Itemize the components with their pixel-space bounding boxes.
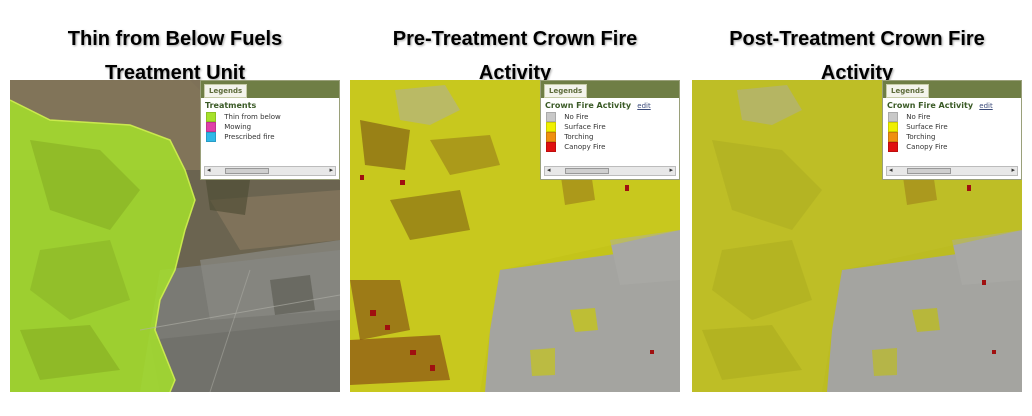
swatch-no-fire — [888, 112, 898, 122]
scroll-right-arrow-icon[interactable]: ▸ — [1011, 166, 1015, 174]
map-legend: Legends Treatments Thin from below Mowin… — [200, 80, 340, 180]
legend-title: Crown Fire Activity — [887, 101, 974, 110]
scroll-left-arrow-icon[interactable]: ◂ — [547, 166, 551, 174]
scroll-right-arrow-icon[interactable]: ▸ — [329, 166, 333, 174]
legend-item-torching: Torching — [541, 132, 679, 142]
legend-title-row: Treatments — [201, 98, 339, 112]
legends-tab[interactable]: Legends — [544, 84, 588, 98]
panel-pre-treatment: Pre-Treatment Crown Fire Activity — [350, 0, 680, 416]
legend-header: Legends — [541, 81, 679, 98]
panel-title: Pre-Treatment Crown Fire Activity — [350, 22, 680, 90]
map-legend: Legends Crown Fire Activity edit No Fire… — [882, 80, 1022, 180]
map-legend: Legends Crown Fire Activity edit No Fire… — [540, 80, 680, 180]
legend-item-label: Torching — [564, 133, 594, 141]
panel-title-line2: Treatment Unit — [104, 62, 246, 84]
panel-title-line1: Pre-Treatment Crown Fire — [392, 28, 638, 50]
legend-header: Legends — [201, 81, 339, 98]
map-view[interactable]: Legends Crown Fire Activity edit No Fire… — [692, 80, 1022, 392]
legend-item-torching: Torching — [883, 132, 1021, 142]
legend-scrollbar[interactable]: ◂ ▸ — [544, 166, 676, 176]
legend-item-no-fire: No Fire — [883, 112, 1021, 122]
legend-item-surface-fire: Surface Fire — [883, 122, 1021, 132]
legend-item-canopy-fire: Canopy Fire — [541, 142, 679, 152]
legend-title-row: Crown Fire Activity edit — [541, 98, 679, 112]
swatch-surface-fire — [888, 122, 898, 132]
legend-edit-link[interactable]: edit — [979, 102, 993, 110]
map-view[interactable]: Legends Treatments Thin from below Mowin… — [10, 80, 340, 392]
scroll-left-arrow-icon[interactable]: ◂ — [207, 166, 211, 174]
legend-title-row: Crown Fire Activity edit — [883, 98, 1021, 112]
scroll-thumb[interactable] — [565, 168, 609, 174]
legend-title: Treatments — [205, 101, 257, 110]
panel-title: Thin from Below Fuels Treatment Unit — [10, 22, 340, 90]
panel-title-line1: Post-Treatment Crown Fire — [729, 28, 985, 50]
legend-item-label: Thin from below — [224, 113, 281, 121]
swatch-no-fire — [546, 112, 556, 122]
panel-title-line2: Activity — [820, 62, 894, 84]
legend-item-canopy-fire: Canopy Fire — [883, 142, 1021, 152]
legend-item-label: Canopy Fire — [564, 143, 606, 151]
legend-item-mowing: Mowing — [201, 122, 339, 132]
swatch-surface-fire — [546, 122, 556, 132]
legend-item-prescribed-fire: Prescribed fire — [201, 132, 339, 142]
legend-item-label: Surface Fire — [906, 123, 948, 131]
legend-item-no-fire: No Fire — [541, 112, 679, 122]
legend-item-surface-fire: Surface Fire — [541, 122, 679, 132]
legend-item-label: Prescribed fire — [224, 133, 275, 141]
swatch-canopy-fire — [888, 142, 898, 152]
swatch-prescribed-fire — [206, 132, 216, 142]
swatch-torching — [546, 132, 556, 142]
swatch-thin-from-below — [206, 112, 216, 122]
panel-title-line2: Activity — [478, 62, 552, 84]
scroll-right-arrow-icon[interactable]: ▸ — [669, 166, 673, 174]
panel-title-line1: Thin from Below Fuels — [67, 28, 283, 50]
legends-tab[interactable]: Legends — [204, 84, 248, 98]
legend-item-label: No Fire — [906, 113, 931, 121]
legend-item-label: Surface Fire — [564, 123, 606, 131]
legend-title: Crown Fire Activity — [545, 101, 632, 110]
swatch-mowing — [206, 122, 216, 132]
scroll-thumb[interactable] — [907, 168, 951, 174]
panel-title: Post-Treatment Crown Fire Activity — [692, 22, 1022, 90]
legend-item-label: No Fire — [564, 113, 589, 121]
legend-edit-link[interactable]: edit — [637, 102, 651, 110]
legend-header: Legends — [883, 81, 1021, 98]
swatch-canopy-fire — [546, 142, 556, 152]
map-imagery — [350, 80, 680, 392]
legend-scrollbar[interactable]: ◂ ▸ — [204, 166, 336, 176]
legend-item-label: Canopy Fire — [906, 143, 948, 151]
swatch-torching — [888, 132, 898, 142]
scroll-thumb[interactable] — [225, 168, 269, 174]
map-view[interactable]: Legends Crown Fire Activity edit No Fire… — [350, 80, 680, 392]
legend-item-label: Torching — [906, 133, 936, 141]
legend-item-label: Mowing — [224, 123, 252, 131]
panel-treatment-unit: Thin from Below Fuels Treatment Unit — [10, 0, 340, 416]
legends-tab[interactable]: Legends — [886, 84, 930, 98]
scroll-left-arrow-icon[interactable]: ◂ — [889, 166, 893, 174]
legend-scrollbar[interactable]: ◂ ▸ — [886, 166, 1018, 176]
legend-item-thin-from-below: Thin from below — [201, 112, 339, 122]
panel-post-treatment: Post-Treatment Crown Fire Activity Legen… — [692, 0, 1022, 416]
